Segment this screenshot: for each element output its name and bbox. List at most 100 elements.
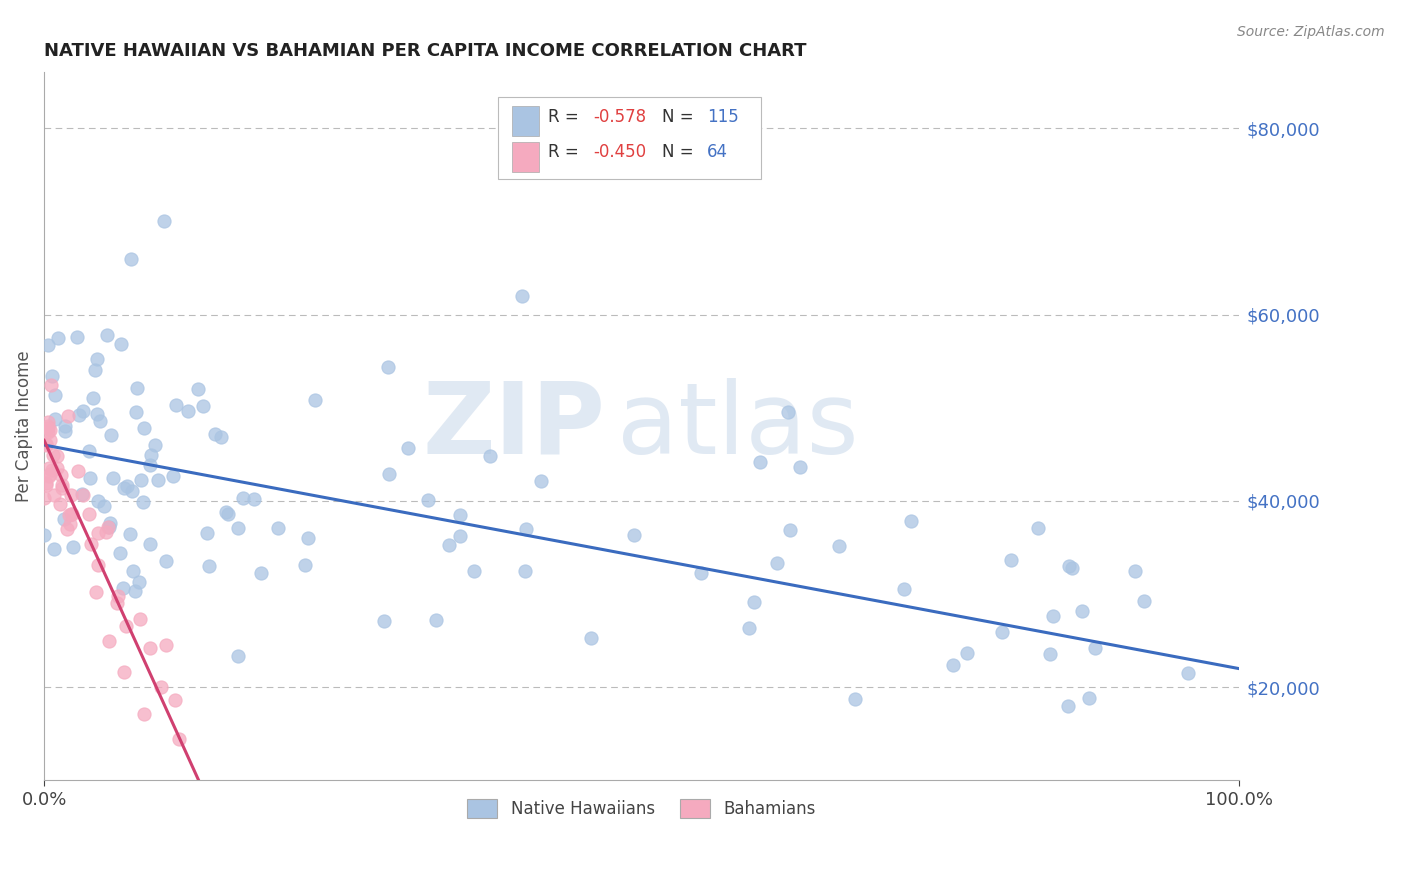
Point	[77, 443, 100, 458]
Point	[288, 811, 311, 825]
Point	[37, 415, 59, 429]
Point	[35, 478, 58, 492]
Point	[139, 458, 162, 472]
Point	[530, 475, 553, 489]
Point	[45, 460, 67, 475]
Point	[53, 418, 76, 433]
Point	[132, 495, 155, 509]
Text: N =: N =	[662, 108, 699, 126]
Point	[295, 811, 318, 825]
Point	[789, 459, 811, 474]
Point	[46, 331, 69, 345]
Point	[66, 330, 89, 344]
Legend: Native Hawaiians, Bahamians: Native Hawaiians, Bahamians	[461, 792, 823, 825]
Point	[246, 811, 269, 825]
Point	[51, 477, 73, 491]
Point	[419, 811, 441, 825]
Point	[84, 584, 107, 599]
Point	[1133, 593, 1156, 607]
Point	[53, 512, 76, 526]
Point	[1084, 640, 1107, 655]
Point	[191, 399, 214, 413]
Point	[101, 470, 124, 484]
Point	[165, 398, 187, 412]
Point	[72, 403, 94, 417]
Point	[226, 648, 249, 663]
Point	[1057, 558, 1080, 573]
Point	[232, 491, 254, 505]
Point	[86, 407, 108, 421]
Point	[58, 516, 80, 531]
Point	[38, 461, 60, 475]
Point	[37, 425, 59, 440]
Point	[1039, 647, 1062, 661]
Point	[82, 391, 104, 405]
Point	[84, 362, 107, 376]
Point	[105, 596, 128, 610]
Point	[776, 405, 799, 419]
Point	[149, 680, 172, 694]
Point	[53, 424, 76, 438]
Point	[738, 621, 761, 635]
Point	[399, 811, 422, 825]
Point	[86, 351, 108, 366]
Point	[110, 337, 132, 351]
Point	[120, 252, 142, 266]
Text: ZIP: ZIP	[423, 378, 606, 475]
Point	[110, 546, 132, 560]
Text: atlas: atlas	[617, 378, 859, 475]
Bar	[498, 97, 761, 178]
Point	[197, 558, 219, 573]
Point	[59, 508, 82, 522]
Point	[396, 441, 419, 455]
Bar	[512, 106, 538, 136]
Text: Source: ZipAtlas.com: Source: ZipAtlas.com	[1237, 25, 1385, 39]
Point	[139, 640, 162, 655]
Text: N =: N =	[662, 144, 699, 161]
Point	[828, 539, 851, 553]
Point	[779, 523, 801, 537]
Point	[956, 646, 979, 660]
Point	[37, 421, 59, 435]
Point	[297, 531, 319, 545]
Point	[42, 487, 65, 501]
Point	[449, 529, 471, 543]
Point	[294, 558, 316, 573]
Point	[1071, 604, 1094, 618]
Point	[49, 497, 72, 511]
Text: -0.450: -0.450	[593, 144, 647, 161]
Point	[479, 449, 502, 463]
Point	[100, 516, 122, 530]
Point	[1042, 609, 1064, 624]
Point	[463, 564, 485, 578]
Point	[37, 419, 59, 434]
Point	[243, 492, 266, 507]
Point	[96, 524, 118, 539]
Point	[515, 522, 537, 536]
Point	[37, 337, 59, 351]
Point	[112, 665, 135, 679]
Point	[132, 421, 155, 435]
Point	[155, 554, 177, 568]
Point	[162, 469, 184, 483]
Point	[39, 377, 62, 392]
Point	[942, 657, 965, 672]
Point	[991, 624, 1014, 639]
Point	[177, 404, 200, 418]
Point	[115, 619, 138, 633]
Text: R =: R =	[548, 144, 583, 161]
Point	[187, 382, 209, 396]
Point	[209, 429, 232, 443]
Point	[139, 537, 162, 551]
Point	[60, 507, 83, 521]
Point	[35, 437, 58, 451]
Point	[309, 811, 332, 825]
Point	[42, 541, 65, 556]
Point	[1000, 553, 1022, 567]
Point	[513, 565, 536, 579]
Point	[152, 214, 174, 228]
Point	[766, 556, 789, 570]
Point	[250, 566, 273, 581]
Point	[67, 408, 90, 422]
Text: -0.578: -0.578	[593, 108, 647, 126]
